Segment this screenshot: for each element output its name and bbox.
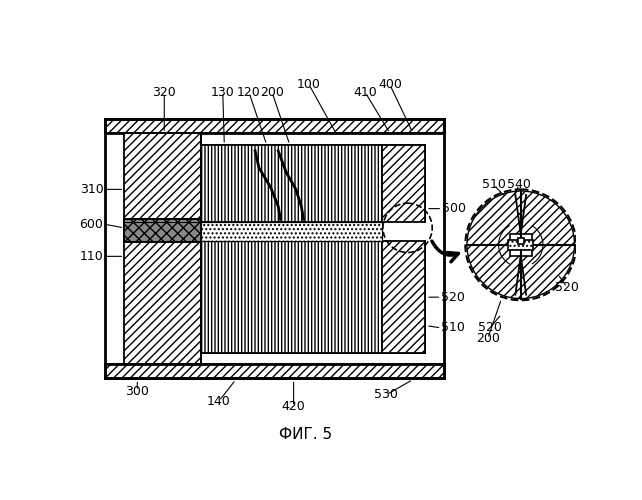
Text: 200: 200 <box>476 332 499 345</box>
Bar <box>201 222 382 241</box>
Text: 510: 510 <box>482 178 506 191</box>
Text: 320: 320 <box>152 86 176 99</box>
Bar <box>382 144 424 222</box>
Text: 510: 510 <box>442 322 465 334</box>
Bar <box>201 222 382 241</box>
Text: 520: 520 <box>478 322 502 334</box>
Text: 520: 520 <box>442 290 465 304</box>
Text: ФИГ. 5: ФИГ. 5 <box>279 426 332 442</box>
Text: 500: 500 <box>442 202 466 215</box>
Bar <box>124 133 201 364</box>
Bar <box>510 234 532 256</box>
Text: 130: 130 <box>211 86 234 99</box>
Bar <box>124 220 201 242</box>
Bar <box>517 238 524 244</box>
Text: 530: 530 <box>374 388 398 402</box>
Text: 540: 540 <box>507 178 531 191</box>
Text: 420: 420 <box>282 400 306 413</box>
Wedge shape <box>467 245 521 298</box>
Text: 140: 140 <box>207 394 230 407</box>
Text: 310: 310 <box>80 183 103 196</box>
Text: 200: 200 <box>260 86 284 99</box>
Text: 520: 520 <box>555 280 579 293</box>
Bar <box>508 240 533 250</box>
Bar <box>201 144 382 222</box>
Wedge shape <box>467 191 521 245</box>
Text: 300: 300 <box>125 384 149 398</box>
Bar <box>105 364 444 378</box>
Bar <box>382 241 424 352</box>
Text: 410: 410 <box>353 86 377 99</box>
Text: 120: 120 <box>237 86 261 99</box>
Text: 110: 110 <box>80 250 103 263</box>
Wedge shape <box>521 245 575 298</box>
Text: 100: 100 <box>297 78 321 91</box>
Text: 400: 400 <box>378 78 402 91</box>
Bar <box>201 241 382 352</box>
Text: 600: 600 <box>80 218 103 230</box>
Bar <box>105 120 444 133</box>
Wedge shape <box>521 191 575 245</box>
